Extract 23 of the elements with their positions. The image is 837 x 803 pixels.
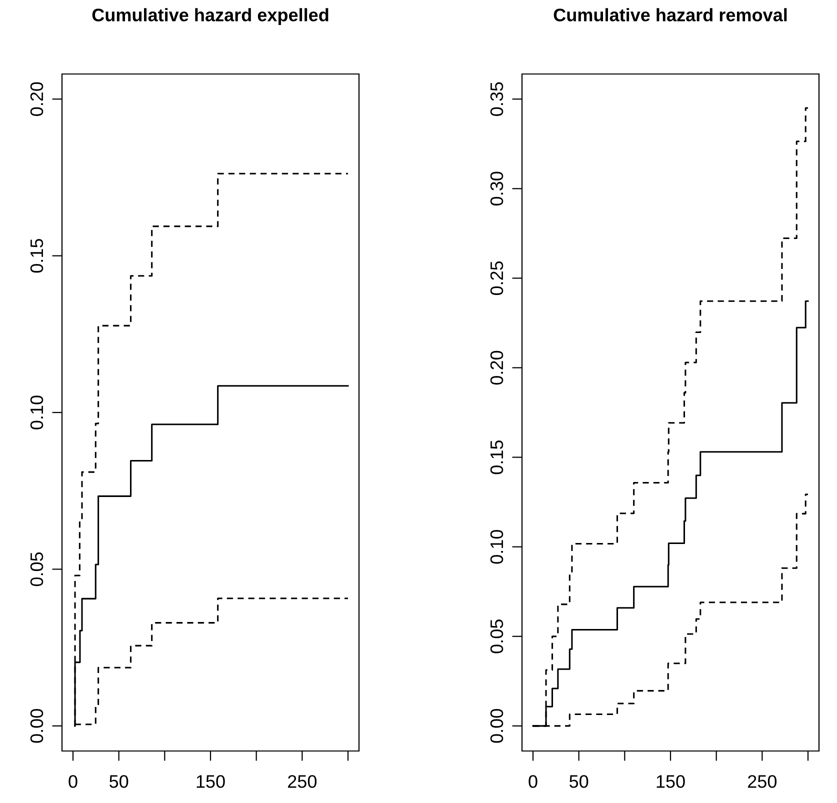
y-tick-label: 0.10 [30,396,44,430]
x-tick-label: 0 [528,775,538,788]
y-tick-label: 0.10 [490,530,504,564]
x-tick-label: 50 [110,775,128,788]
x-tick-label: 0 [68,775,78,788]
chart-title: Cumulative hazard expelled [92,8,328,25]
y-tick-label: 0.30 [490,172,504,206]
y-tick-label: 0.15 [30,238,44,273]
x-tick-label: 150 [196,775,225,788]
y-tick-label: 0.15 [490,440,504,474]
chart-title: Cumulative hazard removal [554,8,787,22]
y-tick-label: 0.00 [490,709,504,743]
x-tick-label: 250 [748,775,777,788]
y-tick-label: 0.05 [490,620,504,654]
x-tick-label: 150 [656,775,685,788]
x-tick-label: 50 [570,775,588,788]
y-tick-label: 0.00 [30,709,44,743]
y-tick-label: 0.20 [490,350,504,385]
x-tick-label: 250 [288,775,317,788]
y-tick-label: 0.25 [490,261,504,296]
y-tick-label: 0.35 [490,82,504,116]
y-tick-label: 0.05 [30,552,44,586]
y-tick-label: 0.20 [30,82,44,116]
